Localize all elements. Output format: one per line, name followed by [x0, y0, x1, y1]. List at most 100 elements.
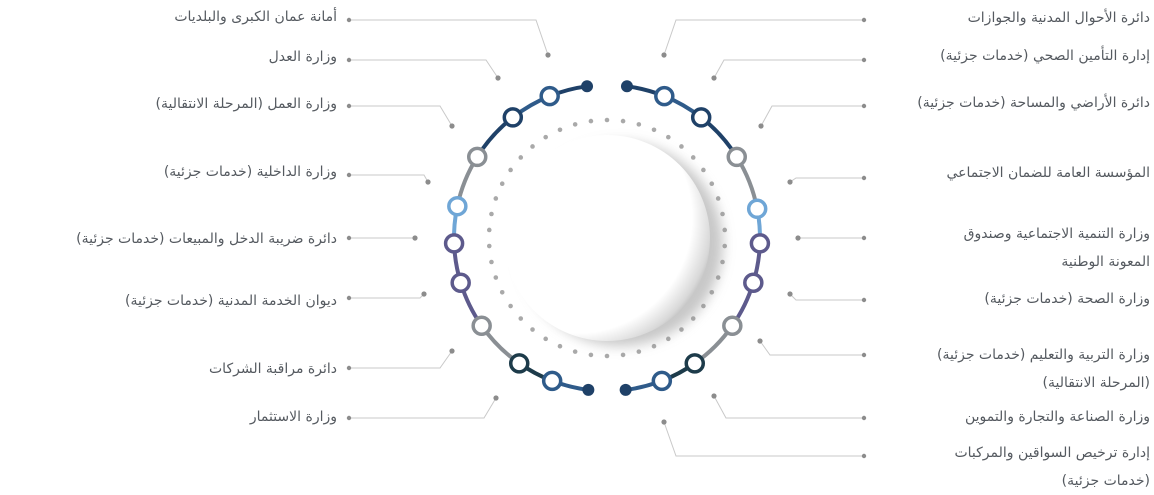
connector-tip-dot	[421, 291, 427, 297]
dot	[543, 134, 548, 140]
ring-node	[450, 272, 471, 293]
connector-tip-dot	[661, 419, 667, 425]
connector-tip-dot	[493, 395, 499, 401]
dot	[588, 118, 594, 124]
dot	[508, 303, 513, 309]
connector-line	[349, 293, 425, 299]
ring-node	[471, 315, 492, 337]
connector-tip-dot	[449, 348, 455, 354]
connector-end-dot	[861, 175, 867, 181]
dot	[636, 349, 642, 354]
dot	[709, 181, 715, 187]
ring-node	[502, 107, 524, 128]
dot	[508, 167, 513, 173]
label-drivers-licensing: إدارة ترخيص السواقين والمركبات (خدمات جز…	[954, 439, 1150, 495]
dot	[636, 122, 642, 127]
label-ministry-of-health: وزارة الصحة (خدمات جزئية)	[984, 291, 1150, 307]
connector-line	[349, 397, 497, 419]
dot	[604, 117, 610, 123]
label-line: (المرحلة الانتقالية)	[1042, 375, 1150, 391]
center-disc	[504, 135, 723, 346]
connector-tip-dot	[758, 123, 764, 129]
label-greater-amman-municipality: أمانة عمان الكبرى والبلديات	[174, 9, 337, 25]
label-line: وزارة التنمية الاجتماعية وصندوق	[963, 226, 1150, 242]
dot	[588, 352, 594, 358]
ring-node	[746, 198, 768, 220]
ring-node	[466, 146, 488, 168]
ring-node	[684, 353, 706, 374]
label-line: وزارة التربية والتعليم (خدمات جزئية)	[937, 347, 1150, 363]
connector-end-dot	[346, 365, 352, 371]
connector-end-dot	[861, 297, 867, 303]
label-civil-service-bureau: ديوان الخدمة المدنية (خدمات جزئية)	[125, 293, 337, 309]
dot	[720, 259, 725, 265]
dot	[666, 336, 671, 342]
connector-tip-dot	[661, 52, 667, 58]
connector-tip-dot	[787, 179, 793, 185]
ring-node-dot	[620, 80, 633, 93]
connector-tip-dot	[412, 235, 418, 241]
dot	[486, 243, 492, 249]
ring-node	[541, 370, 563, 392]
dot	[651, 343, 657, 349]
dot	[690, 316, 696, 321]
dot	[572, 122, 578, 127]
connector-end-dot	[861, 352, 867, 358]
label-companies-control: دائرة مراقبة الشركات	[209, 361, 337, 377]
connector-end-dot	[346, 103, 352, 109]
dot	[690, 155, 696, 160]
ring-node	[447, 195, 468, 217]
connector-tip-dot	[545, 52, 551, 58]
dot	[530, 144, 535, 149]
label-ministry-of-interior: وزارة الداخلية (خدمات جزئية)	[163, 164, 337, 180]
connector-line	[760, 105, 864, 127]
dot	[720, 211, 725, 217]
dot	[651, 127, 657, 133]
ring-node	[749, 233, 771, 254]
dot	[543, 336, 548, 342]
label-line: (خدمات جزئية)	[1061, 473, 1150, 489]
connector-tip-dot	[787, 291, 793, 297]
connector-end-dot	[861, 235, 867, 241]
connector-tip-dot	[425, 179, 431, 185]
connector-line	[349, 174, 429, 183]
dot	[486, 227, 492, 233]
connector-line	[759, 340, 864, 356]
connector-line	[349, 19, 549, 56]
connector-end-dot	[346, 17, 352, 23]
ring-node-dot	[619, 383, 632, 396]
ring-node	[508, 353, 530, 374]
ring-node-dot	[582, 383, 595, 396]
label-education: وزارة التربية والتعليم (خدمات جزئية) (ال…	[937, 341, 1150, 397]
disc	[504, 135, 710, 341]
connector-end-dot	[861, 17, 867, 23]
connector-line	[789, 293, 864, 301]
label-civil-status-passports: دائرة الأحوال المدنية والجوازات	[967, 10, 1150, 26]
ring-node	[654, 85, 675, 107]
dot	[489, 211, 494, 217]
connector-tip-dot	[495, 75, 501, 81]
connector-end-dot	[861, 103, 867, 109]
connector-line	[663, 19, 864, 56]
dot	[604, 353, 610, 359]
dotted-inner-ring	[486, 117, 728, 359]
dot	[518, 155, 524, 160]
dot	[620, 352, 626, 358]
connector-end-dot	[346, 235, 352, 241]
dot	[620, 118, 626, 124]
connector-end-dot	[861, 415, 867, 421]
ring-node	[690, 107, 712, 128]
ring-node	[722, 315, 743, 337]
dot	[489, 259, 494, 265]
outer-ring-nodes	[443, 80, 771, 396]
connector-line	[713, 59, 864, 79]
dot	[557, 343, 563, 349]
connector-end-dot	[346, 57, 352, 63]
label-ministry-of-labour: وزارة العمل (المرحلة الانتقالية)	[155, 96, 338, 112]
label-line: المعونة الوطنية	[1061, 254, 1150, 270]
dot	[715, 275, 721, 280]
ring-node	[443, 233, 465, 254]
dot	[493, 196, 499, 201]
connector-line	[789, 177, 864, 183]
